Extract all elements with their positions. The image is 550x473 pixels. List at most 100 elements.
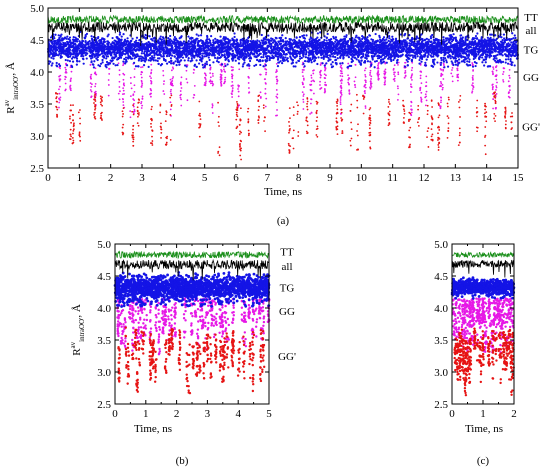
point <box>364 92 366 95</box>
point <box>218 56 221 60</box>
point <box>79 135 81 138</box>
point <box>508 77 511 79</box>
point <box>169 34 172 38</box>
point <box>217 150 220 153</box>
point <box>423 64 427 67</box>
point <box>332 37 336 40</box>
point <box>377 70 380 73</box>
point <box>387 112 390 114</box>
point <box>370 75 373 78</box>
point <box>447 122 450 125</box>
point <box>90 73 93 76</box>
point <box>402 121 405 124</box>
point <box>316 125 319 128</box>
point <box>144 33 147 37</box>
point <box>160 63 164 66</box>
point <box>90 85 93 88</box>
point <box>211 106 214 109</box>
point <box>292 129 295 132</box>
point <box>419 88 422 90</box>
point <box>230 69 233 72</box>
point <box>307 54 310 57</box>
point <box>169 108 172 111</box>
point <box>349 144 352 147</box>
point <box>492 68 495 70</box>
point <box>248 64 251 67</box>
point <box>270 42 273 45</box>
point <box>122 87 125 90</box>
point <box>257 100 260 103</box>
point <box>240 131 243 134</box>
point <box>324 89 326 92</box>
point <box>212 39 215 42</box>
point <box>132 136 135 139</box>
point <box>70 77 72 80</box>
point <box>305 130 308 133</box>
point <box>201 52 205 55</box>
point <box>108 67 110 70</box>
point <box>387 39 390 42</box>
point <box>72 129 75 132</box>
point <box>431 60 435 63</box>
point <box>370 84 372 87</box>
point <box>474 40 477 43</box>
point <box>237 84 240 87</box>
point <box>232 52 235 55</box>
point <box>132 138 135 141</box>
point <box>501 54 504 57</box>
point <box>350 128 353 131</box>
point <box>335 126 338 128</box>
point <box>122 60 125 63</box>
point <box>474 64 477 68</box>
point <box>256 39 259 42</box>
point <box>466 60 469 63</box>
point <box>265 82 267 85</box>
point <box>508 43 511 47</box>
point <box>339 101 342 104</box>
point <box>276 64 280 68</box>
point <box>122 113 124 115</box>
point <box>345 34 348 37</box>
point <box>290 62 293 65</box>
point <box>297 131 300 133</box>
point <box>310 37 313 40</box>
point <box>288 151 291 153</box>
point <box>56 115 59 118</box>
point <box>235 127 238 130</box>
point <box>490 43 493 46</box>
point <box>340 82 343 85</box>
point <box>471 82 474 85</box>
point <box>121 131 124 134</box>
point <box>404 70 407 72</box>
point <box>312 72 315 75</box>
point <box>309 83 312 86</box>
point <box>94 85 97 88</box>
point <box>408 120 410 122</box>
point <box>185 78 188 80</box>
point <box>99 101 102 104</box>
point <box>471 62 474 64</box>
point <box>504 116 507 119</box>
point <box>441 88 444 91</box>
point <box>163 80 165 83</box>
point <box>193 93 195 96</box>
point <box>430 115 433 118</box>
point <box>410 69 413 72</box>
point <box>430 99 433 102</box>
point <box>78 60 81 63</box>
point <box>504 110 507 113</box>
point <box>201 54 204 57</box>
point <box>427 127 430 130</box>
point <box>369 74 371 76</box>
point <box>336 53 339 56</box>
point <box>122 82 125 85</box>
point <box>69 104 72 107</box>
point <box>218 154 221 157</box>
point <box>334 36 338 39</box>
point <box>165 144 168 146</box>
point <box>440 101 442 104</box>
point <box>179 36 183 39</box>
point <box>187 56 190 60</box>
point <box>459 34 462 37</box>
point <box>94 71 97 74</box>
